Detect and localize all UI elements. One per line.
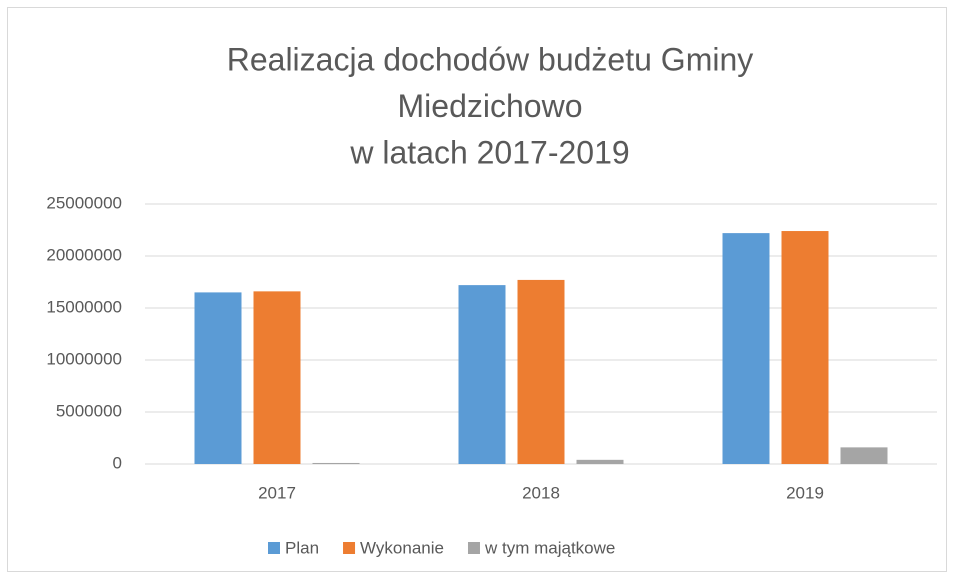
x-tick-label: 2019: [786, 483, 824, 502]
y-tick-label: 15000000: [46, 297, 122, 316]
chart-title: w latach 2017-2019: [349, 134, 629, 170]
chart-title: Miedzichowo: [398, 88, 583, 124]
bar: [781, 231, 829, 464]
bar: [840, 447, 888, 464]
chart-title: Realizacja dochodów budżetu Gminy: [227, 41, 754, 77]
bar: [576, 459, 624, 464]
y-tick-label: 25000000: [46, 193, 122, 212]
bar: [194, 292, 242, 464]
x-tick-label: 2018: [522, 483, 560, 502]
legend-label: w tym majątkowe: [484, 538, 615, 557]
bar: [253, 291, 301, 464]
y-tick-label: 0: [113, 453, 122, 472]
bar: [722, 233, 770, 464]
bar: [458, 285, 506, 464]
legend-swatch: [268, 542, 280, 554]
bar: [312, 462, 360, 464]
legend-label: Wykonanie: [360, 538, 444, 557]
x-tick-label: 2017: [258, 483, 296, 502]
legend-swatch: [467, 542, 480, 554]
legend-swatch: [343, 542, 356, 554]
bar: [517, 279, 565, 464]
legend-label: Plan: [285, 538, 319, 557]
y-tick-label: 20000000: [46, 245, 122, 264]
y-tick-label: 10000000: [46, 349, 122, 368]
y-tick-label: 5000000: [56, 401, 122, 420]
